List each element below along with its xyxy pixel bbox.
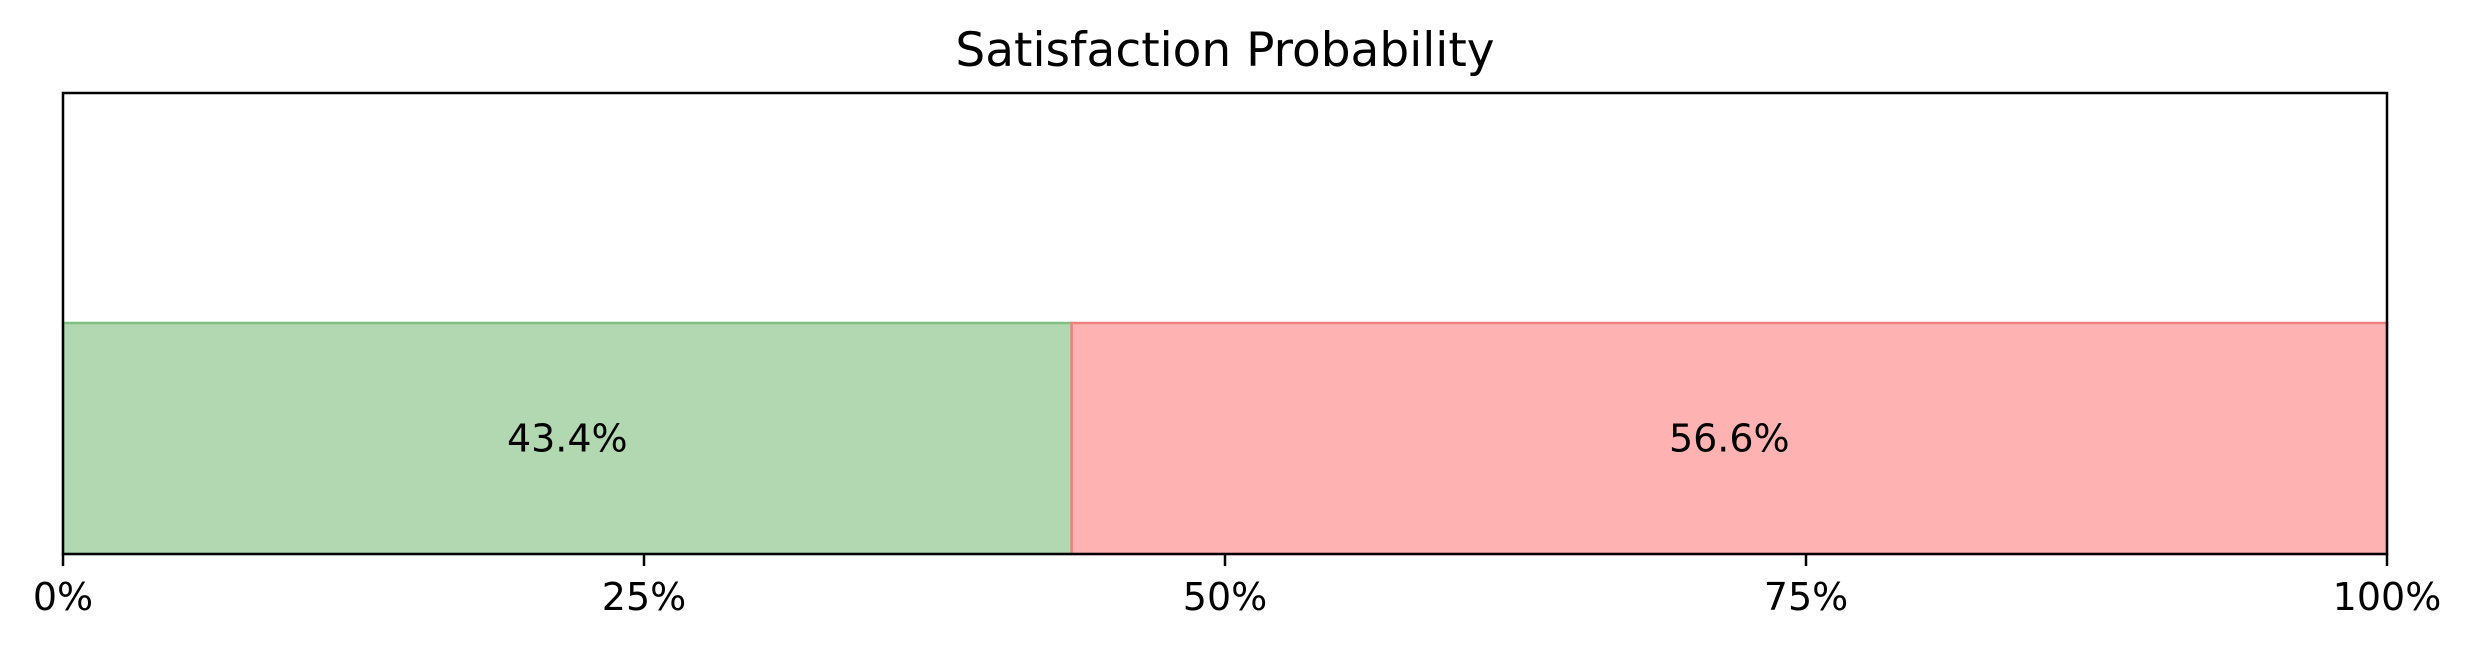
chart-title: Satisfaction Probability: [955, 23, 1494, 78]
bar-label-2: 56.6%: [1669, 417, 1790, 461]
bars-layer: [61, 321, 2389, 556]
x-tick-label: 0%: [33, 575, 93, 619]
bar-segment-2: [1070, 321, 2389, 556]
x-tick-label: 50%: [1183, 575, 1267, 619]
x-tick-label: 75%: [1764, 575, 1848, 619]
x-tick-label: 25%: [602, 575, 686, 619]
x-tick-label: 100%: [2333, 575, 2442, 619]
bar-segment-1: [61, 321, 1073, 556]
bar-labels-layer: 43.4% 56.6%: [507, 417, 1790, 461]
bar-label-1: 43.4%: [507, 417, 628, 461]
x-axis-ticks: 0% 25% 50% 75% 100%: [33, 554, 2441, 619]
